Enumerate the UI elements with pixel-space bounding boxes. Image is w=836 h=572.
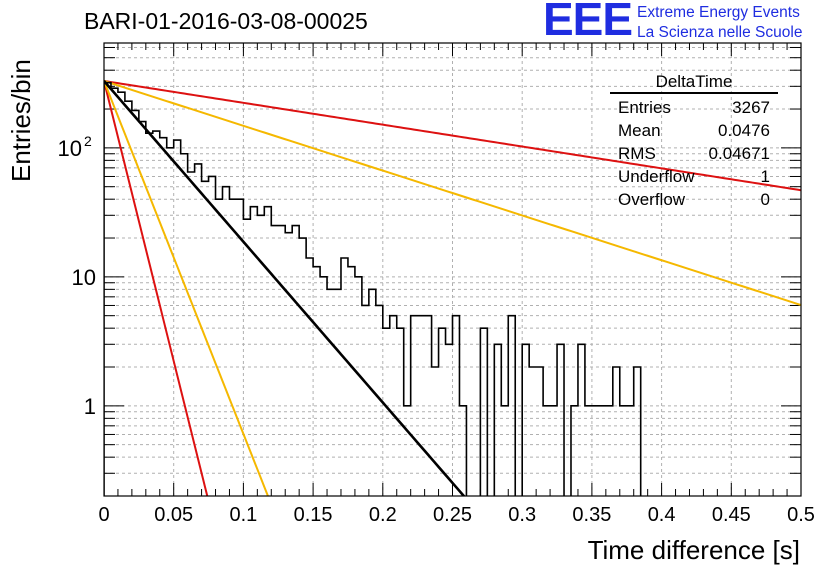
chart-title: BARI-01-2016-03-08-00025 bbox=[84, 8, 368, 34]
stats-value: 0.0476 bbox=[718, 121, 770, 140]
x-tick-label: 0.3 bbox=[508, 504, 536, 526]
x-tick-label: 0.05 bbox=[154, 504, 193, 526]
x-tick-label: 0.15 bbox=[294, 504, 333, 526]
x-tick-label: 0.45 bbox=[712, 504, 751, 526]
x-tick-label: 0.2 bbox=[369, 504, 397, 526]
stats-row-rms: RMS 0.04671 bbox=[610, 142, 778, 165]
stats-title: DeltaTime bbox=[610, 72, 778, 94]
stats-key: Underflow bbox=[618, 167, 695, 186]
stats-row-mean: Mean 0.0476 bbox=[610, 119, 778, 142]
stats-value: 3267 bbox=[732, 98, 770, 117]
main-fit-curve bbox=[104, 80, 466, 496]
stats-value: 1 bbox=[760, 167, 770, 186]
plot-frame bbox=[103, 42, 802, 497]
chart-tick-labels: 0 0.05 0.1 0.15 0.2 0.25 0.3 0.35 0.4 0.45 0.51101… bbox=[58, 133, 815, 526]
fit-curve-1 bbox=[104, 79, 801, 192]
x-axis-label: Time difference [s] bbox=[587, 535, 800, 565]
stats-value: 0 bbox=[760, 190, 770, 209]
stats-key: Mean bbox=[618, 121, 661, 140]
stats-row-overflow: Overflow 0 bbox=[610, 188, 778, 211]
fit-curve-4 bbox=[104, 80, 269, 496]
stats-key: Entries bbox=[618, 98, 671, 117]
eee-logo: EEE bbox=[543, 0, 633, 45]
logo-line-2: La Scienza nelle Scuole bbox=[637, 24, 803, 41]
y-tick-label: 1 bbox=[84, 394, 96, 419]
x-tick-label: 0.1 bbox=[229, 504, 257, 526]
x-tick-label: 0.4 bbox=[648, 504, 676, 526]
stats-key: RMS bbox=[618, 144, 656, 163]
x-tick-label: 0.5 bbox=[787, 504, 815, 526]
y-tick-exponent: 2 bbox=[84, 133, 92, 149]
x-tick-label: 0 bbox=[98, 504, 109, 526]
fit-curve-2 bbox=[104, 80, 801, 307]
stats-key: Overflow bbox=[618, 190, 686, 209]
y-tick-label: 10 bbox=[58, 136, 82, 161]
y-tick-label: 10 bbox=[72, 265, 96, 290]
stats-row-underflow: Underflow 1 bbox=[610, 165, 778, 188]
histogram bbox=[104, 81, 642, 496]
chart-series bbox=[104, 79, 801, 496]
stats-value: 0.04671 bbox=[708, 144, 770, 163]
y-axis-label: Entries/bin bbox=[6, 59, 36, 182]
stats-box: DeltaTime Entries 3267 Mean 0.0476 RMS 0… bbox=[610, 72, 778, 211]
fit-curve-3 bbox=[104, 80, 209, 496]
x-tick-label: 0.35 bbox=[572, 504, 611, 526]
stats-row-entries: Entries 3267 bbox=[610, 96, 778, 119]
x-tick-label: 0.25 bbox=[433, 504, 472, 526]
logo-line-1: Extreme Energy Events bbox=[637, 4, 800, 21]
